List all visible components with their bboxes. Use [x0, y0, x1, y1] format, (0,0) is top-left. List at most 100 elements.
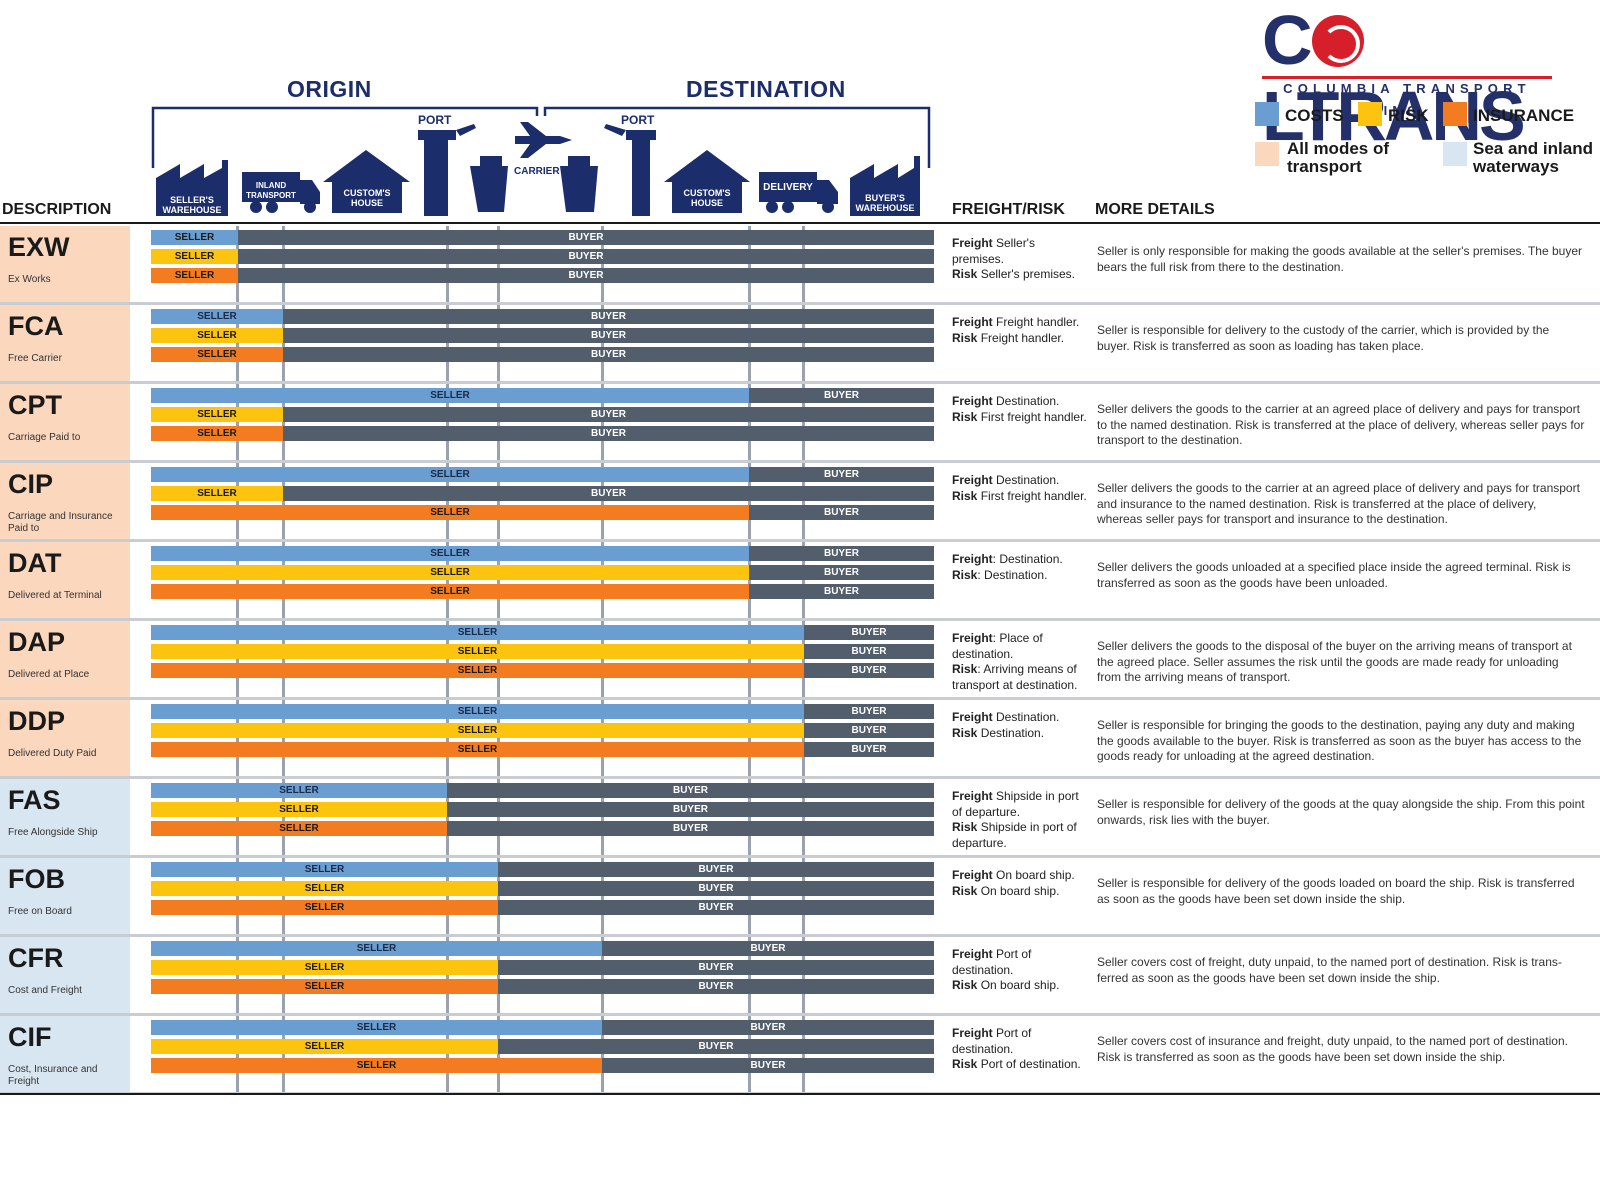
bar-insurance-seller: SELLER [151, 426, 283, 441]
stage-line [802, 858, 805, 934]
risk-label: Risk [952, 1057, 978, 1071]
stage-line [236, 937, 239, 1013]
row-separator [0, 776, 1600, 779]
destination-bracket [543, 106, 931, 168]
stage-line [601, 700, 604, 776]
risk-label: Risk [952, 820, 978, 834]
stage-line [748, 937, 751, 1013]
logo-word-rest: LTRANS [1262, 77, 1526, 155]
details-text: Seller delivers the goods to the carrier… [1097, 481, 1580, 526]
bar-costs-seller: SELLER [151, 941, 602, 956]
incoterm-name: Delivered Duty Paid [8, 748, 97, 759]
stage-line [497, 700, 500, 776]
stage-line [236, 305, 239, 381]
stage-line [497, 779, 500, 855]
bar-insurance-seller: SELLER [151, 584, 749, 599]
risk-value: Freight handler. [977, 330, 1065, 345]
risk-label: Risk [952, 725, 978, 740]
row-code-cell-cpt [0, 384, 130, 460]
stage-line [282, 621, 285, 697]
freight-risk-text: Freight Destination. Risk First freight h… [952, 473, 1087, 504]
inland-truck-wheel-1 [250, 201, 262, 213]
port-left-label: PORT [418, 113, 452, 127]
freight-risk-text: Freight: Destination. Risk: Destination. [952, 552, 1087, 583]
stage-line [802, 463, 805, 539]
customs-right-label-1: CUSTOM'S [683, 188, 731, 198]
bar-risk-seller: SELLER [151, 407, 283, 422]
bar-costs-buyer: BUYER [498, 862, 934, 877]
stage-line [601, 1016, 604, 1092]
stage-line [497, 463, 500, 539]
bar-costs-seller: SELLER [151, 230, 238, 245]
details-text: Seller is only responsible for making th… [1097, 244, 1582, 274]
risk-value: Seller's premises. [977, 267, 1076, 281]
bar-risk-seller: SELLER [151, 486, 283, 501]
incoterm-code: FOB [8, 864, 65, 894]
risk-label: Risk [952, 662, 978, 676]
customs-house-right-icon [664, 150, 750, 213]
stage-line [446, 305, 449, 381]
legend-sea-label: Sea and inland waterways [1473, 140, 1593, 176]
row-code-cell-exw [0, 226, 130, 302]
bar-risk-seller: SELLER [151, 881, 498, 896]
bar-costs-seller: SELLER [151, 309, 283, 324]
legend-all-modes-line1: All modes of [1287, 139, 1390, 158]
incoterm-name: Cost and Freight [8, 985, 82, 996]
bar-insurance-seller: SELLER [151, 268, 238, 283]
bar-costs-buyer: BUYER [283, 309, 934, 324]
freight-label: Freight [952, 868, 993, 882]
incoterm-name: Delivered at Terminal [8, 590, 102, 601]
stage-line [748, 621, 751, 697]
bar-costs-buyer: BUYER [602, 941, 934, 956]
origin-title: ORIGIN [287, 76, 372, 102]
destination-title: DESTINATION [686, 76, 846, 102]
stage-line [282, 858, 285, 934]
stage-line [236, 384, 239, 460]
bar-costs-buyer: BUYER [447, 783, 934, 798]
bar-risk-buyer: BUYER [498, 881, 934, 896]
bar-risk-seller: SELLER [151, 644, 804, 659]
stage-line [236, 226, 239, 302]
logo-globe-icon [1311, 14, 1364, 67]
stage-line [282, 542, 285, 618]
risk-label: Risk [952, 409, 978, 424]
risk-label: Risk [952, 267, 978, 281]
stage-line [446, 858, 449, 934]
stage-line [601, 621, 604, 697]
bar-insurance-buyer: BUYER [804, 742, 934, 757]
stage-line [748, 858, 751, 934]
customs-left-label: CUSTOM'S HOUSE [332, 188, 402, 208]
stage-line [497, 305, 500, 381]
logo-rule [1262, 76, 1552, 79]
port-left-tower-icon [418, 130, 456, 216]
freight-risk-text: Freight Shipside in port of departure. Ri… [952, 789, 1087, 851]
seller-warehouse-label-2: WAREHOUSE [162, 205, 222, 215]
incoterm-name: Free Alongside Ship [8, 827, 98, 838]
incoterm-code: CFR [8, 943, 64, 973]
bar-insurance-seller: SELLER [151, 505, 749, 520]
bar-risk-seller: SELLER [151, 249, 238, 264]
seller-warehouse-icon [156, 160, 228, 216]
details-text: Seller is responsible for bringing the g… [1097, 718, 1582, 763]
freight-value: : Place of destination. [952, 631, 1043, 661]
stage-line [446, 779, 449, 855]
legend-sea-line2: waterways [1473, 157, 1559, 176]
incoterm-name: Cost, Insurance and Freight [8, 1064, 98, 1087]
bar-risk-buyer: BUYER [749, 565, 934, 580]
freight-risk-text: Freight Destination. Risk First freight h… [952, 394, 1087, 425]
bar-risk-buyer: BUYER [283, 486, 934, 501]
stage-line [497, 1016, 500, 1092]
stage-line [446, 463, 449, 539]
freight-value: Shipside in port of departure. [952, 789, 1079, 819]
incoterm-name: Free Carrier [8, 353, 62, 364]
stage-line [601, 779, 604, 855]
stage-line [802, 1016, 805, 1092]
row-code-cell-fca [0, 305, 130, 381]
bar-insurance-buyer: BUYER [283, 426, 934, 441]
bar-insurance-buyer: BUYER [447, 821, 934, 836]
row-code-cell-ddp [0, 700, 130, 776]
risk-value: On board ship. [977, 883, 1060, 898]
details-text: Seller covers cost of insurance and frei… [1097, 1034, 1568, 1064]
bar-insurance-seller: SELLER [151, 742, 804, 757]
freight-risk-text: Freight Freight handler. Risk Freight han… [952, 315, 1087, 346]
